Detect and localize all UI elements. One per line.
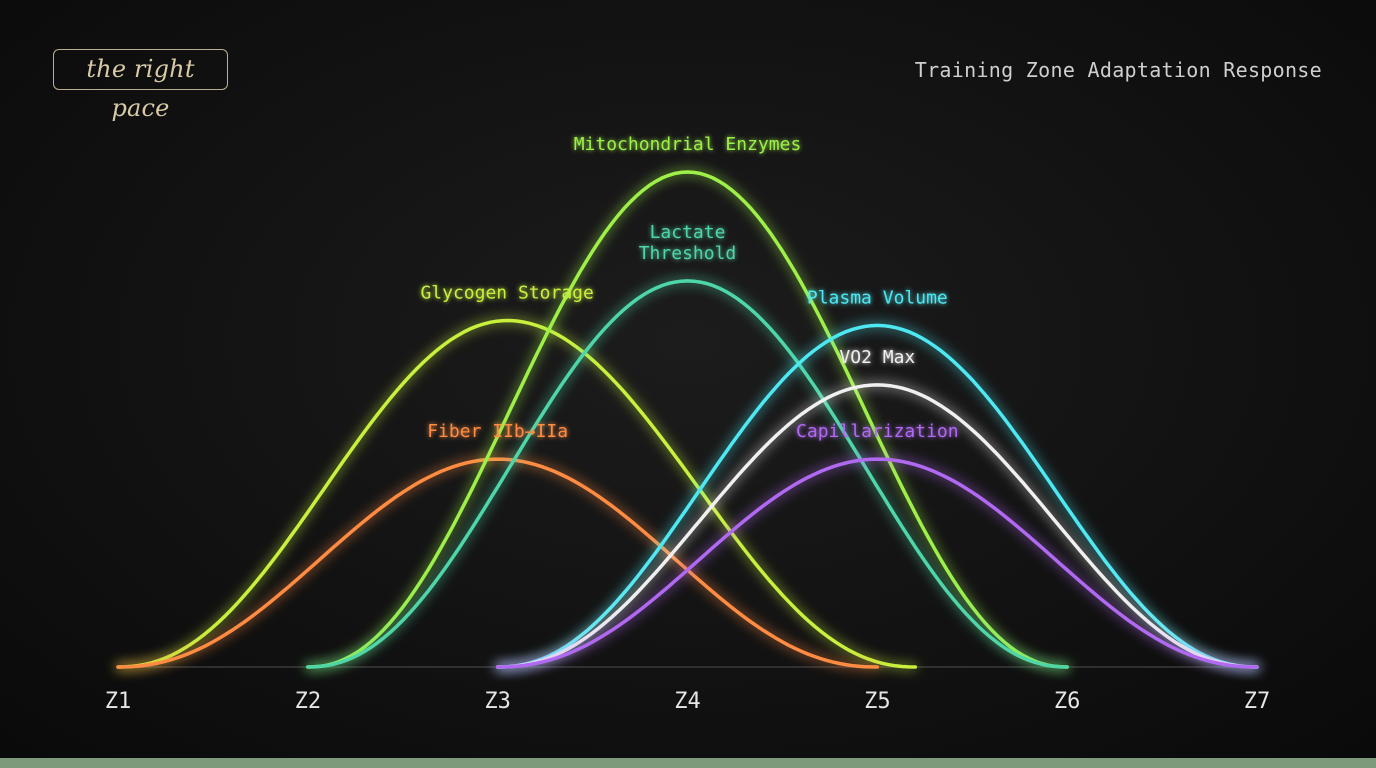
- x-tick-label-z2: Z2: [295, 689, 322, 714]
- series-label-glycogen-storage: Glycogen Storage: [420, 283, 593, 304]
- series-label-capillarization: Capillarization: [796, 421, 959, 442]
- chart-title: Training Zone Adaptation Response: [914, 58, 1322, 82]
- x-tick-label-z4: Z4: [674, 689, 701, 714]
- series-line-lactate-threshold: [306, 279, 1069, 669]
- series-line-plasma-volume: [495, 323, 1259, 669]
- brand-badge: the right pace: [53, 49, 228, 122]
- series-line-mitochondrial-enzymes: [306, 170, 1069, 669]
- x-tick-label-z6: Z6: [1054, 689, 1081, 714]
- series-label-vo2-max: VO2 Max: [839, 347, 915, 368]
- series-line-glycogen-storage: [116, 318, 918, 669]
- series-line-capillarization: [495, 457, 1259, 669]
- series-label-fiber-iib-iia: Fiber IIb→IIa: [427, 421, 568, 442]
- series-label-plasma-volume: Plasma Volume: [807, 287, 948, 308]
- x-tick-label-z3: Z3: [484, 689, 511, 714]
- bottom-accent-bar: [0, 758, 1376, 768]
- x-tick-label-z1: Z1: [105, 689, 132, 714]
- series-label-mitochondrial-enzymes: Mitochondrial Enzymes: [574, 134, 802, 155]
- series-label-lactate-threshold: Lactate Threshold: [639, 222, 737, 264]
- x-tick-label-z7: Z7: [1244, 689, 1271, 714]
- x-tick-label-z5: Z5: [864, 689, 891, 714]
- series-line-fiber-iib-iia: [116, 457, 880, 669]
- series-line-vo2-max: [495, 383, 1259, 669]
